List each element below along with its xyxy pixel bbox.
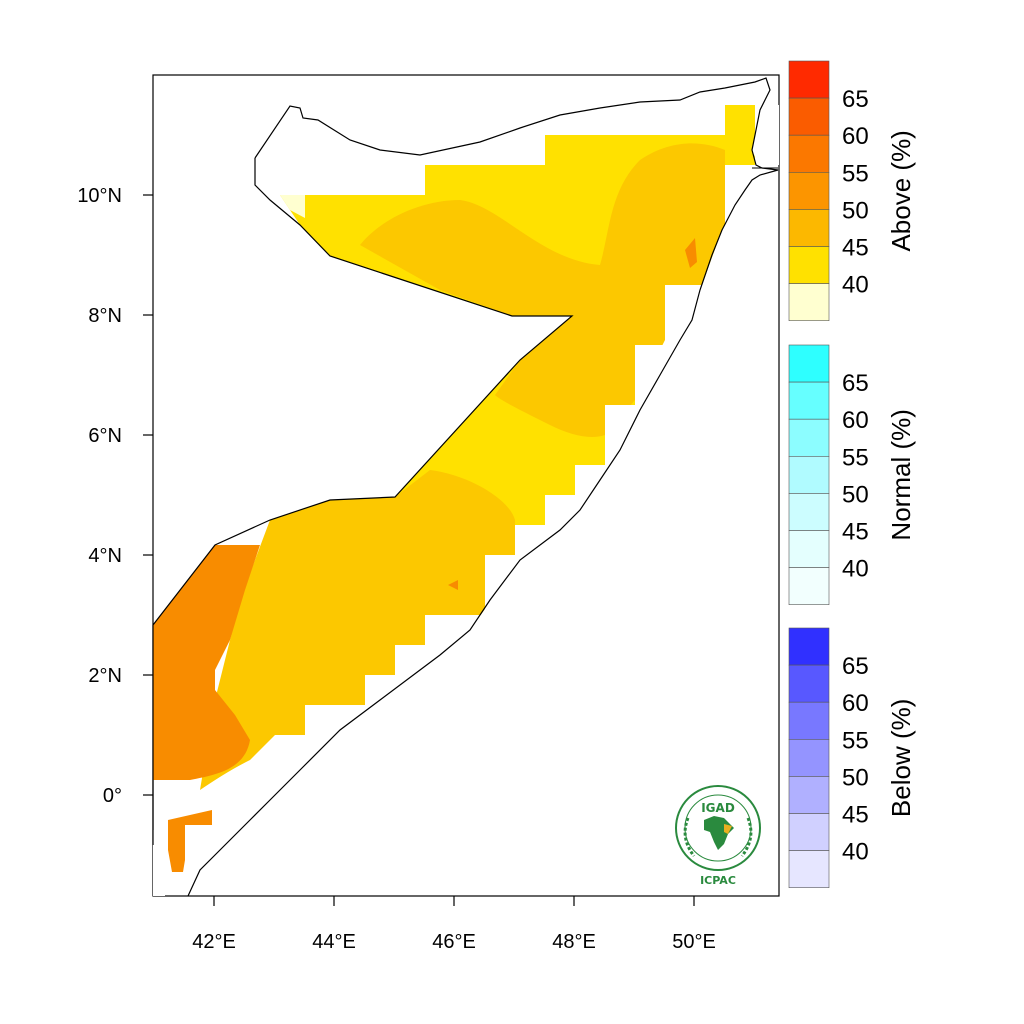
legend-swatch: [788, 283, 830, 322]
x-tick-labels: 42°E 44°E 46°E 48°E 50°E: [192, 931, 716, 953]
x-tick-label: 46°E: [432, 931, 476, 953]
legend-level-label: 50: [842, 764, 869, 791]
legend-swatch: [788, 530, 830, 568]
zone-north-45: [360, 143, 725, 437]
y-tick-label: 10°N: [77, 185, 122, 207]
logo-laurel-left: [683, 817, 696, 857]
legend-swatch: [788, 209, 830, 247]
legend-swatch: [788, 664, 830, 703]
y-tick-label: 4°N: [88, 545, 122, 567]
x-tick-label: 42°E: [192, 931, 236, 953]
legend-level-label: 65: [842, 86, 869, 113]
inland-border: [152, 158, 574, 845]
legend-swatch: [788, 776, 830, 814]
legend-normal: 65 60 55 50 45 40 Normal (%): [788, 344, 916, 605]
x-axis: [213, 896, 695, 906]
legend-swatch: [788, 344, 830, 383]
legend-level-label: 60: [842, 690, 869, 717]
zone-southwest-50: [153, 545, 260, 780]
legend-level-label: 55: [842, 160, 869, 187]
zone-pale-patch: [280, 195, 305, 218]
legend-swatch: [788, 455, 830, 494]
legend-level-label: 55: [842, 727, 869, 754]
y-tick-labels: 10°N 8°N 6°N 4°N 2°N 0°: [77, 185, 122, 807]
legend-level-label: 55: [842, 444, 869, 471]
legend-title: Above (%): [886, 130, 916, 251]
x-tick-label: 50°E: [672, 931, 716, 953]
legend-swatch: [788, 246, 830, 284]
legend-swatch: [788, 418, 830, 457]
legend-swatch: [788, 701, 830, 740]
legend-title: Below (%): [886, 699, 916, 817]
legend-swatch: [788, 738, 830, 777]
y-tick-label: 8°N: [88, 305, 122, 327]
legend-level-label: 45: [842, 235, 869, 262]
zone-spot-south: [448, 580, 458, 590]
legend-swatch: [788, 134, 830, 173]
x-tick-label: 44°E: [312, 931, 356, 953]
country-boundary: [187, 77, 779, 897]
zone-spot-east: [685, 238, 697, 268]
legend-level-label: 60: [842, 123, 869, 150]
igad-logo: IGAD ICPAC: [675, 785, 761, 887]
forecast-field: [153, 105, 779, 896]
legend-level-label: 40: [842, 272, 869, 299]
legend-swatch: [788, 97, 830, 136]
legend-below: 65 60 55 50 45 40 Below (%): [788, 627, 916, 888]
horn-of-africa-highlight: [724, 824, 732, 834]
legend-swatch: [788, 813, 830, 851]
zone-south-45: [200, 470, 515, 790]
legend-level-label: 40: [842, 556, 869, 583]
logo-center-name: ICPAC: [700, 874, 736, 887]
legend-level-label: 45: [842, 519, 869, 546]
legend-level-label: 45: [842, 802, 869, 829]
legend-level-label: 50: [842, 197, 869, 224]
legend-level-label: 65: [842, 370, 869, 397]
logo-acronym: IGAD: [701, 801, 735, 815]
y-axis: [143, 194, 153, 796]
legend-swatch: [788, 567, 830, 605]
africa-icon: [704, 816, 734, 850]
y-tick-label: 2°N: [88, 665, 122, 687]
legend-swatch: [788, 850, 830, 888]
legend-swatch: [788, 172, 830, 210]
legend-swatch: [788, 381, 830, 420]
legend-above: 65 60 55 50 45 40 Above (%): [788, 60, 916, 322]
x-tick-label: 48°E: [552, 931, 596, 953]
legend-level-label: 65: [842, 653, 869, 680]
legend-level-label: 40: [842, 839, 869, 866]
legend-swatch: [788, 493, 830, 531]
legend-swatch: [788, 627, 830, 666]
legend-level-label: 50: [842, 481, 869, 508]
legend-swatch: [788, 60, 830, 99]
legend-title: Normal (%): [886, 409, 916, 540]
y-tick-label: 6°N: [88, 425, 122, 447]
legends: 65 60 55 50 45 40 Above (%) 65 60 55 50 45 40 Normal …: [788, 60, 916, 888]
logo-laurel-right: [740, 817, 753, 857]
legend-level-label: 60: [842, 407, 869, 434]
y-tick-label: 0°: [103, 785, 122, 807]
